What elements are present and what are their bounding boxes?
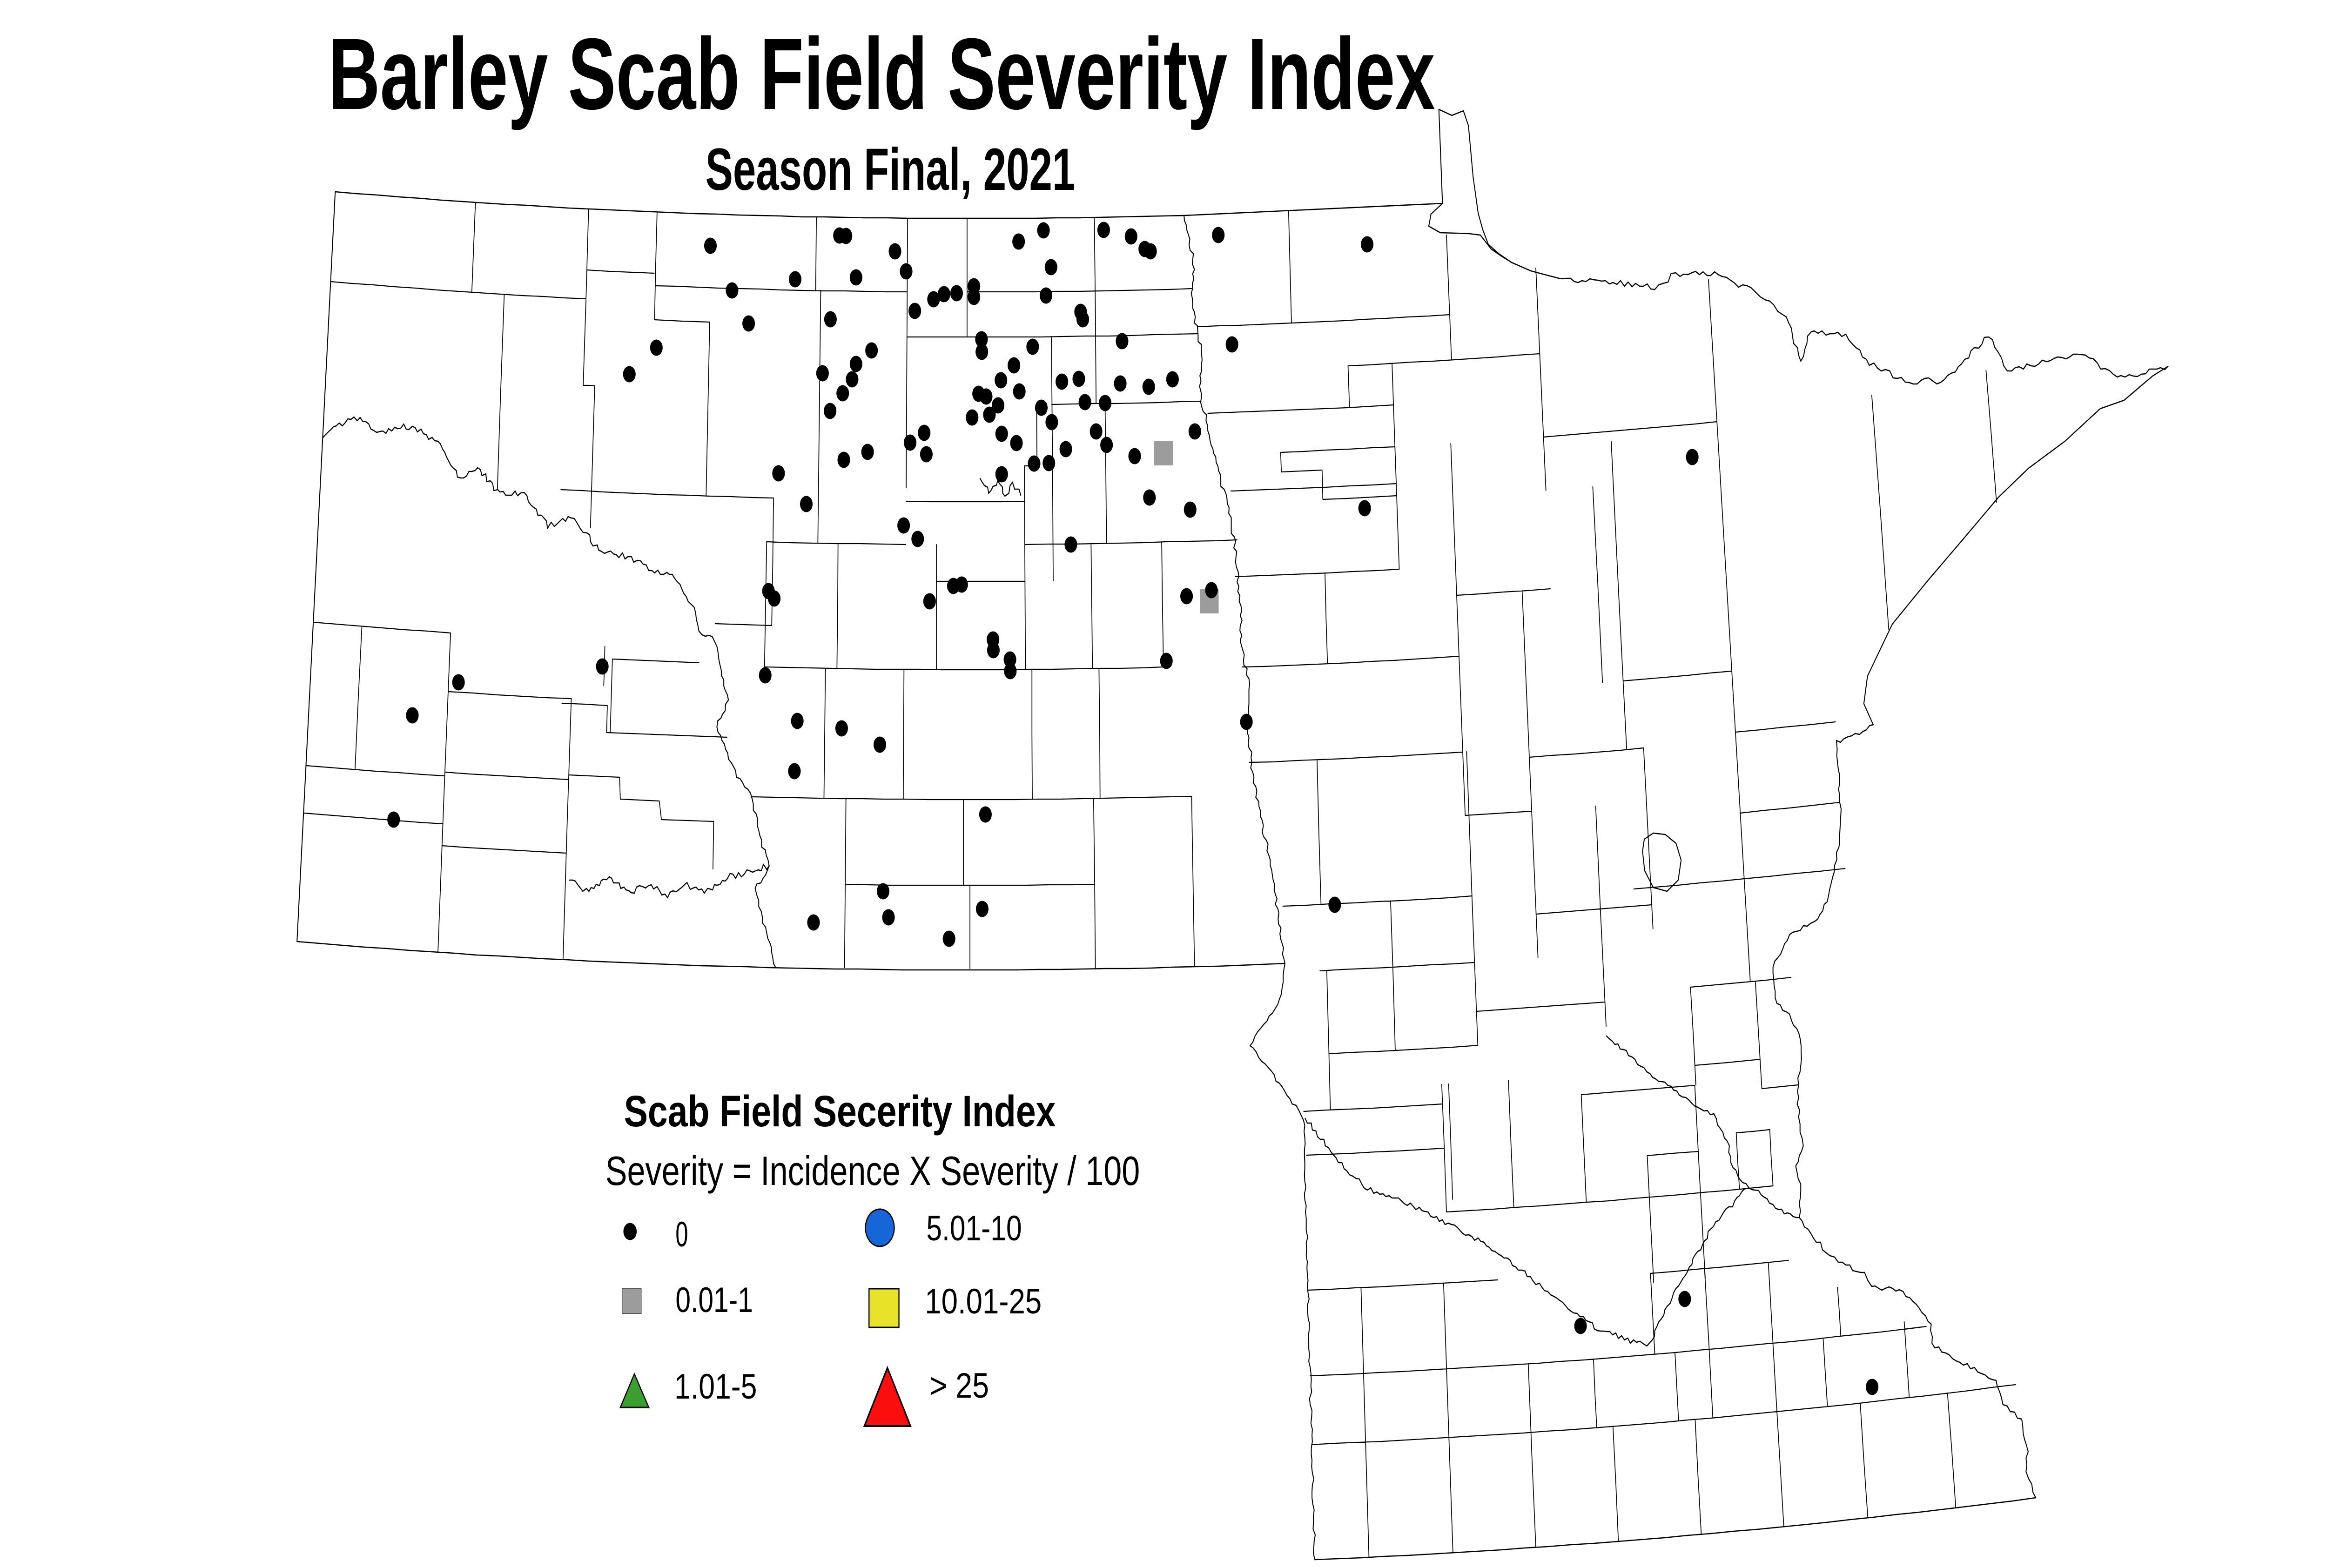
- svg-text:10.01-25: 10.01-25: [925, 1282, 1042, 1321]
- svg-text:Season Final, 2021: Season Final, 2021: [706, 136, 1076, 203]
- svg-text:Scab Field Secerity Index: Scab Field Secerity Index: [624, 1087, 1056, 1136]
- svg-text:Severity = Incidence X Severit: Severity = Incidence X Severity / 100: [605, 1148, 1140, 1194]
- svg-text:1.01-5: 1.01-5: [674, 1367, 757, 1406]
- svg-text:0: 0: [675, 1215, 688, 1254]
- svg-text:5.01-10: 5.01-10: [926, 1209, 1022, 1248]
- svg-text:> 25: > 25: [929, 1366, 989, 1406]
- svg-text:Barley Scab Field Severity Ind: Barley Scab Field Severity Index: [328, 17, 1435, 131]
- svg-text:0.01-1: 0.01-1: [675, 1280, 753, 1320]
